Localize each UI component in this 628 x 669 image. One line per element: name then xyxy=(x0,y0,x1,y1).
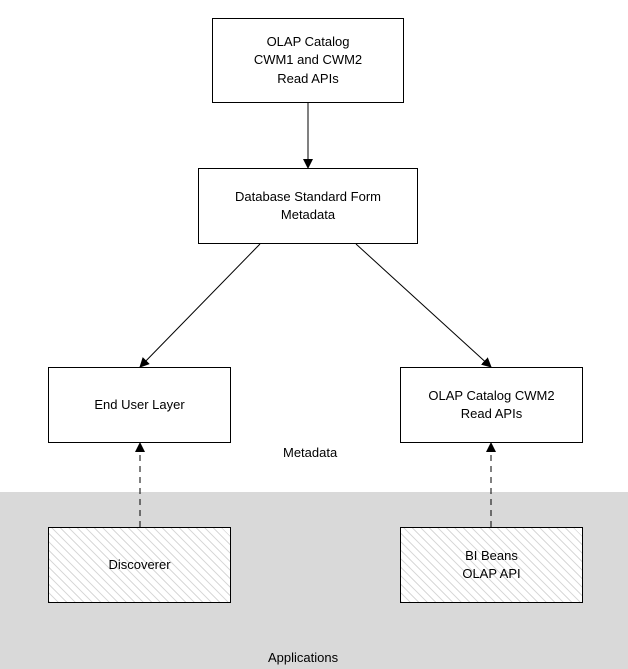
node-line: Read APIs xyxy=(461,405,522,423)
node-line: OLAP Catalog CWM2 xyxy=(428,387,554,405)
node-discoverer: Discoverer xyxy=(48,527,231,603)
node-line: Metadata xyxy=(281,206,335,224)
node-end-user-layer: End User Layer xyxy=(48,367,231,443)
applications-label: Applications xyxy=(268,650,338,665)
node-line: BI Beans xyxy=(465,547,518,565)
node-line: CWM1 and CWM2 xyxy=(254,51,362,69)
node-olap-catalog-top: OLAP Catalog CWM1 and CWM2 Read APIs xyxy=(212,18,404,103)
node-bi-beans: BI Beans OLAP API xyxy=(400,527,583,603)
edge xyxy=(356,244,491,367)
diagram-canvas: OLAP Catalog CWM1 and CWM2 Read APIs Dat… xyxy=(0,0,628,669)
node-line: Database Standard Form xyxy=(235,188,381,206)
edge xyxy=(140,244,260,367)
node-line: Read APIs xyxy=(277,70,338,88)
metadata-label: Metadata xyxy=(283,445,337,460)
node-line: End User Layer xyxy=(94,396,184,414)
node-db-standard-form: Database Standard Form Metadata xyxy=(198,168,418,244)
node-line: OLAP API xyxy=(462,565,520,583)
node-line: Discoverer xyxy=(108,556,170,574)
node-line: OLAP Catalog xyxy=(267,33,350,51)
node-olap-catalog-right: OLAP Catalog CWM2 Read APIs xyxy=(400,367,583,443)
